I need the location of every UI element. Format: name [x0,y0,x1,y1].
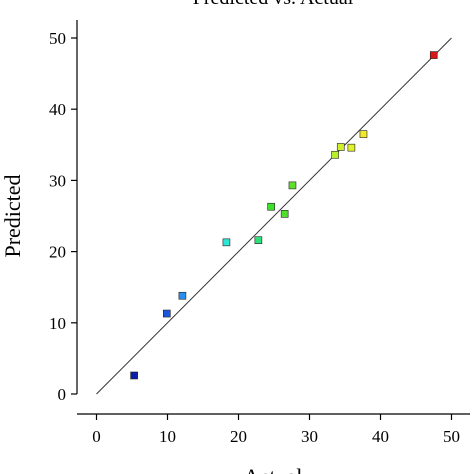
data-point [130,371,138,380]
y-axis-ticks: 0 10 20 30 40 50 [49,29,77,404]
x-tick-label: 20 [230,427,247,446]
data-point [254,236,263,245]
data-point [280,210,289,218]
x-tick-label: 40 [372,427,389,446]
data-point [359,130,368,138]
data-point [222,238,231,247]
x-tick-label: 0 [92,427,101,446]
data-point [347,143,356,152]
data-point [331,150,339,159]
y-tick-label: 0 [58,385,67,404]
data-point [267,202,275,211]
y-tick-label: 50 [49,29,66,48]
y-tick-label: 40 [49,100,66,119]
data-point [178,291,187,300]
reference-line [96,37,452,395]
data-point [336,143,345,151]
data-points [130,51,438,380]
y-tick-label: 30 [49,171,66,190]
data-point [288,181,297,190]
x-tick-label: 50 [443,427,460,446]
x-axis-title: Actual [244,464,303,474]
y-tick-label: 10 [49,314,66,333]
x-axis-ticks: 0 10 20 30 40 50 [92,414,460,446]
data-point [162,309,171,318]
x-tick-label: 10 [159,427,176,446]
y-axis-title: Predicted [0,174,25,257]
x-tick-label: 30 [301,427,318,446]
chart-title: Predicted vs. Actual [193,0,354,9]
y-tick-label: 20 [49,243,66,262]
data-point [429,51,438,59]
